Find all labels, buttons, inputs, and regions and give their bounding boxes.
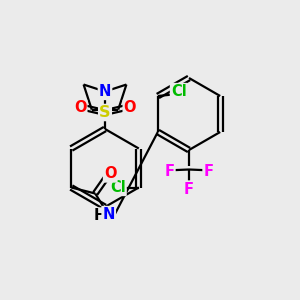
- Text: Cl: Cl: [110, 180, 126, 195]
- Text: F: F: [164, 164, 175, 178]
- Text: F: F: [203, 164, 214, 178]
- Text: O: O: [124, 100, 136, 116]
- Text: H: H: [94, 208, 106, 224]
- Text: O: O: [104, 167, 116, 182]
- Text: N: N: [103, 207, 115, 222]
- Text: S: S: [99, 105, 111, 120]
- Text: F: F: [184, 182, 194, 196]
- Text: N: N: [99, 84, 111, 99]
- Text: O: O: [74, 100, 86, 116]
- Text: Cl: Cl: [171, 84, 187, 99]
